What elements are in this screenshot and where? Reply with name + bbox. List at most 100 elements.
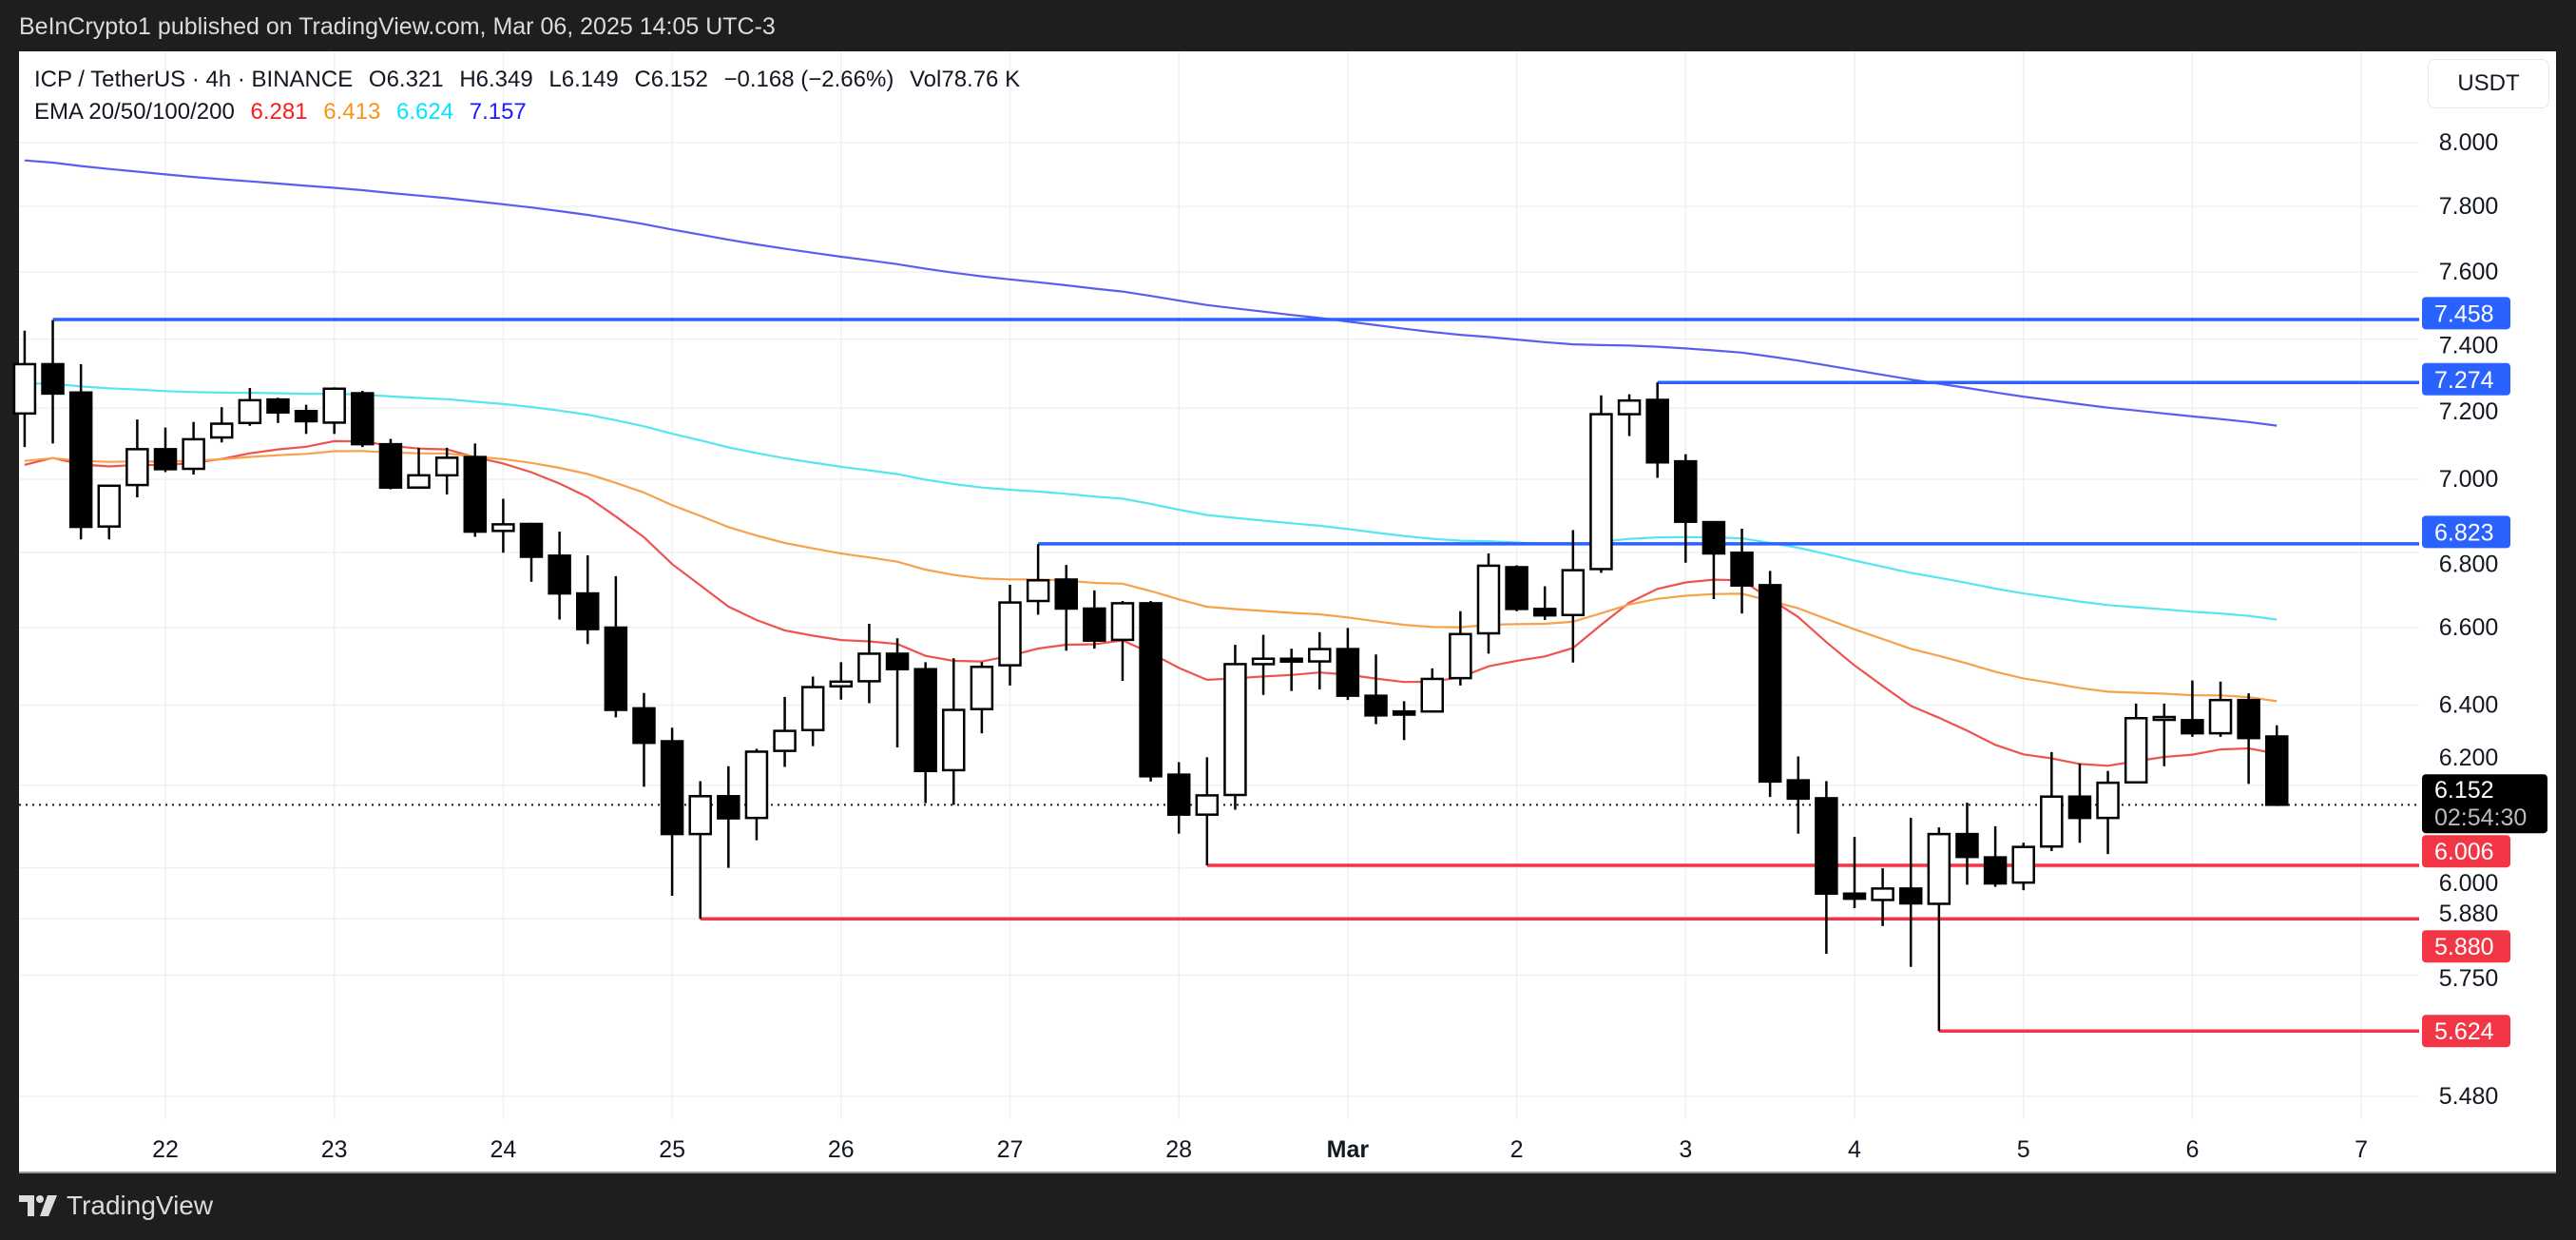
candle-bullish[interactable]: [1251, 657, 1276, 666]
candle-bearish[interactable]: [717, 795, 740, 820]
candle-bullish[interactable]: [125, 448, 149, 487]
candle-bullish[interactable]: [1308, 648, 1332, 663]
candle-bearish[interactable]: [1166, 773, 1191, 816]
candle-bearish[interactable]: [913, 668, 937, 773]
currency-button[interactable]: USDT: [2428, 59, 2549, 108]
candle-bullish[interactable]: [2011, 845, 2035, 884]
candle-bearish[interactable]: [1815, 797, 1838, 895]
candle-bearish[interactable]: [1054, 578, 1078, 610]
candle-bullish[interactable]: [857, 652, 881, 683]
candle-bearish[interactable]: [266, 397, 290, 414]
candle-bullish[interactable]: [97, 484, 122, 528]
candle-bullish[interactable]: [2124, 717, 2148, 784]
candle-bearish[interactable]: [548, 554, 571, 595]
candle-bullish[interactable]: [238, 398, 262, 425]
candle-bearish[interactable]: [153, 448, 178, 471]
candle-bullish[interactable]: [1561, 569, 1586, 617]
resistance-level-label: 6.823: [2434, 519, 2494, 546]
candle-bullish[interactable]: [1617, 398, 1642, 416]
candle-bullish[interactable]: [1026, 578, 1050, 603]
ema50-value: 6.413: [323, 99, 381, 125]
candle-bearish[interactable]: [2181, 719, 2204, 735]
candle-bearish[interactable]: [1532, 608, 1557, 617]
candle-bearish[interactable]: [1645, 398, 1669, 464]
candle-bullish[interactable]: [322, 387, 346, 424]
symbol-title[interactable]: ICP / TetherUS · 4h · BINANCE: [34, 67, 354, 92]
candle-bullish[interactable]: [1223, 663, 1247, 797]
candle-bearish[interactable]: [1730, 551, 1754, 588]
candle-bearish[interactable]: [2265, 735, 2289, 806]
candle-bullish[interactable]: [407, 474, 431, 489]
candle-bearish[interactable]: [1758, 584, 1782, 784]
candle-bullish[interactable]: [491, 523, 515, 533]
candle-bullish[interactable]: [2040, 795, 2064, 848]
candle-bearish[interactable]: [1786, 779, 1811, 801]
candle-bearish[interactable]: [1083, 607, 1106, 642]
candle-bearish[interactable]: [632, 707, 656, 745]
candle-bearish[interactable]: [1842, 892, 1867, 901]
candle-bullish[interactable]: [1195, 794, 1220, 816]
candle-bullish[interactable]: [12, 362, 37, 416]
candle-bullish[interactable]: [773, 729, 797, 752]
price-axis-label: 6.000: [2439, 870, 2499, 897]
candle-bullish[interactable]: [2152, 715, 2177, 722]
candle-bearish[interactable]: [1674, 459, 1698, 523]
candle-bearish[interactable]: [1279, 657, 1303, 663]
candle-bearish[interactable]: [519, 522, 544, 558]
candle-bullish[interactable]: [1420, 677, 1444, 713]
bar-countdown-label: 02:54:30: [2434, 804, 2527, 831]
candle-bearish[interactable]: [68, 391, 93, 529]
candle-bearish[interactable]: [1701, 520, 1726, 555]
candle-bullish[interactable]: [744, 750, 769, 820]
tradingview-logo[interactable]: TradingView: [19, 1191, 213, 1221]
candle-bullish[interactable]: [2096, 781, 2120, 820]
candle-bullish[interactable]: [829, 680, 854, 688]
candle-bearish[interactable]: [1955, 832, 1979, 859]
candle-bullish[interactable]: [1476, 564, 1501, 635]
candle-bullish[interactable]: [2208, 698, 2233, 735]
candle-bullish[interactable]: [209, 422, 234, 439]
last-price-label: 6.152: [2434, 777, 2494, 804]
candle-bullish[interactable]: [1110, 602, 1135, 642]
candle-bullish[interactable]: [182, 437, 205, 471]
ema-legend[interactable]: EMA 20/50/100/200 6.281 6.413 6.624 7.15…: [34, 99, 536, 126]
candle-bearish[interactable]: [576, 591, 600, 630]
resistance-level-label: 7.274: [2434, 367, 2494, 394]
candle-bearish[interactable]: [660, 740, 684, 836]
candle-bearish[interactable]: [1983, 856, 2008, 885]
support-level-label: 6.006: [2434, 839, 2494, 865]
candle-bullish[interactable]: [434, 456, 459, 477]
ema-line-100: [24, 382, 2278, 621]
candle-bearish[interactable]: [1139, 602, 1163, 778]
candle-bullish[interactable]: [800, 686, 825, 732]
price-axis-label: 7.400: [2439, 332, 2499, 358]
candle-bullish[interactable]: [942, 708, 966, 772]
candle-bearish[interactable]: [294, 410, 318, 423]
candle-bearish[interactable]: [1505, 566, 1528, 610]
support-level-label: 5.624: [2434, 1018, 2494, 1045]
candle-bearish[interactable]: [41, 362, 65, 396]
price-axis-label: 6.800: [2439, 551, 2499, 577]
candle-bullish[interactable]: [998, 601, 1022, 667]
price-axis-label: 7.600: [2439, 259, 2499, 285]
candle-bullish[interactable]: [1871, 887, 1894, 901]
candle-bearish[interactable]: [1336, 648, 1360, 697]
candle-bearish[interactable]: [604, 626, 628, 711]
candle-bullish[interactable]: [688, 795, 712, 836]
candle-bearish[interactable]: [463, 455, 488, 533]
candle-bearish[interactable]: [378, 442, 403, 489]
candle-bearish[interactable]: [1898, 887, 1923, 905]
candle-bearish[interactable]: [351, 392, 375, 446]
candle-bearish[interactable]: [885, 652, 910, 670]
last-price-badge: [2422, 774, 2547, 834]
candle-bullish[interactable]: [1927, 832, 1951, 905]
candle-bullish[interactable]: [970, 666, 994, 710]
candle-bullish[interactable]: [1449, 632, 1472, 680]
candle-bearish[interactable]: [2067, 795, 2092, 820]
candle-bearish[interactable]: [2237, 698, 2260, 740]
footer-bar: [0, 1173, 2576, 1240]
candle-bearish[interactable]: [1392, 709, 1416, 716]
candle-bullish[interactable]: [1589, 413, 1613, 571]
candle-bearish[interactable]: [1364, 694, 1388, 717]
